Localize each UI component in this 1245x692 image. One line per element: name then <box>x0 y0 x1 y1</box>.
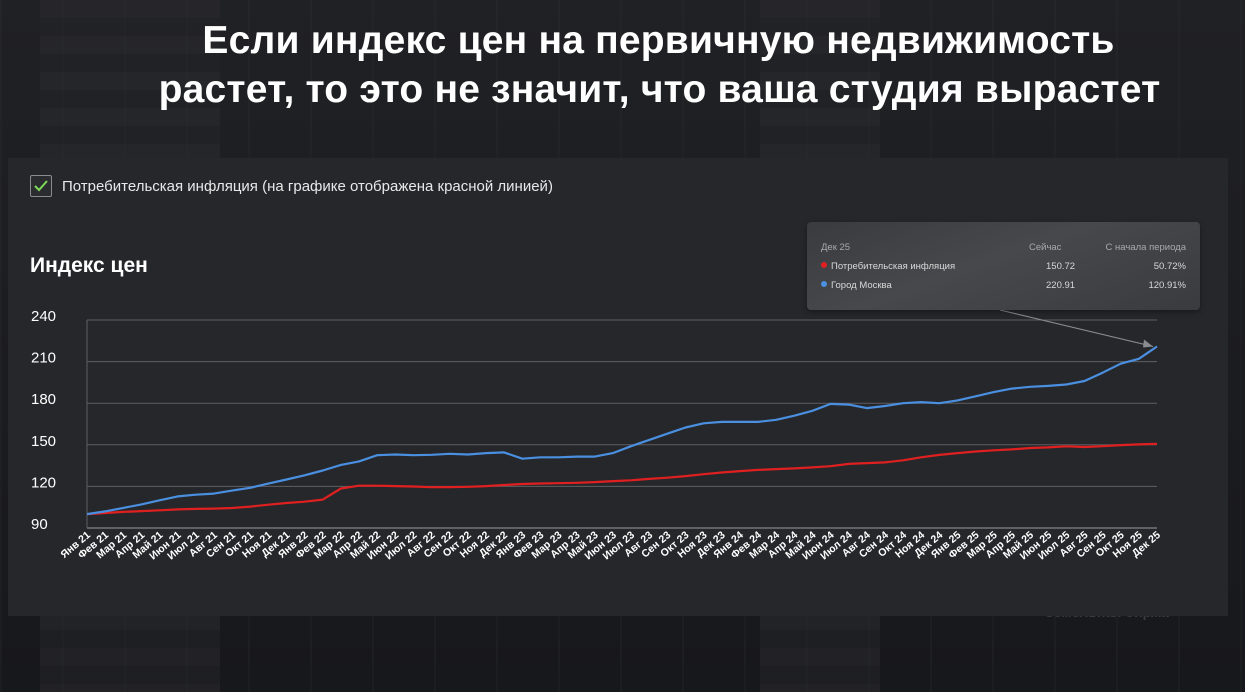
series-dot-icon <box>821 281 827 287</box>
inflation-checkbox[interactable] <box>30 175 52 197</box>
chart-grid <box>86 319 1157 529</box>
y-tick-label: 90 <box>31 516 48 533</box>
headline-line-2: растет, то это не значит, что ваша студи… <box>158 68 1161 111</box>
tooltip-row-since: 120.91% <box>1148 280 1186 291</box>
tooltip-row-moscow: Город Москва 220.91 120.91% <box>821 280 1186 296</box>
y-tick-label: 180 <box>31 391 56 408</box>
tooltip-period: Дек 25 <box>821 242 851 253</box>
tooltip-row-name: Потребительская инфляция <box>831 261 956 272</box>
inflation-toggle-label: Потребительская инфляция (на графике ото… <box>62 177 553 195</box>
series-line <box>86 345 1158 516</box>
y-tick-label: 120 <box>31 474 56 491</box>
tooltip-row-inflation: Потребительская инфляция 150.72 50.72% <box>821 261 1186 277</box>
y-tick-label: 210 <box>31 350 56 367</box>
page-headline: Если индекс цен на первичную недвижимост… <box>0 16 1245 114</box>
tooltip-pointer-arrow <box>1143 339 1153 348</box>
tooltip-row-since: 50.72% <box>1153 261 1186 272</box>
tooltip-col-now: Сейчас <box>1029 242 1062 253</box>
chart-series <box>86 345 1158 516</box>
headline-line-1: Если индекс цен на первичную недвижимост… <box>202 19 1115 62</box>
y-tick-label: 240 <box>31 308 56 325</box>
tooltip-row-now: 150.72 <box>1046 261 1076 272</box>
chart-tooltip: Дек 25 Сейчас С начала периода Потребите… <box>807 222 1200 310</box>
inflation-toggle[interactable]: Потребительская инфляция (на графике ото… <box>30 175 553 197</box>
chart-title: Индекс цен <box>30 254 148 277</box>
series-dot-icon <box>821 262 827 268</box>
y-axis-ticks: 90 120 150 180 210 240 <box>31 308 56 533</box>
tooltip-header: Дек 25 Сейчас С начала периода <box>821 242 1186 258</box>
y-tick-label: 150 <box>31 433 56 450</box>
tooltip-col-since: С начала периода <box>1105 242 1186 253</box>
tooltip-row-now: 220.91 <box>1046 280 1076 291</box>
check-icon <box>34 180 48 192</box>
series-line <box>86 442 1158 516</box>
tooltip-row-name: Город Москва <box>831 280 892 291</box>
tooltip-pointer <box>999 309 1154 348</box>
tooltip-pointer-line <box>999 309 1154 347</box>
